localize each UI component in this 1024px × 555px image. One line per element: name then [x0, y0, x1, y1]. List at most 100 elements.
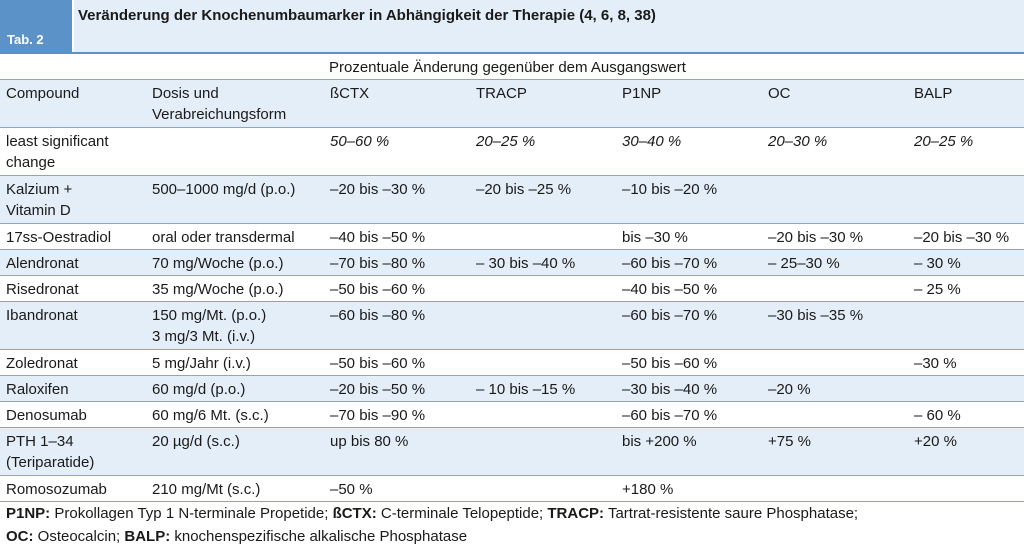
cell-compound: Romosozumab [6, 481, 107, 498]
cell-balp: – 25 % [914, 281, 961, 298]
cell-bctx: ßCTX [330, 85, 370, 102]
cell-p1np: –30 bis –40 % [622, 381, 718, 398]
cell-dosage: 60 mg/d (p.o.) [152, 381, 246, 398]
cell-p1np: –60 bis –70 % [622, 407, 718, 424]
cell-dosage: 150 mg/Mt. (p.o.) 3 mg/3 Mt. (i.v.) [152, 307, 267, 345]
cell-p1np: +180 % [622, 481, 674, 498]
cell-bctx: –50 bis –60 % [330, 355, 426, 372]
table-header: Tab. 2 Veränderung der Knochenumbaumarke… [0, 0, 1024, 54]
cell-bctx: up bis 80 % [330, 433, 409, 450]
cell-balp: +20 % [914, 433, 957, 450]
header-rule [0, 52, 1024, 54]
cell-oc: OC [768, 85, 791, 102]
cell-bctx: –20 bis –30 % [330, 181, 426, 198]
cell-bctx: –60 bis –80 % [330, 307, 426, 324]
cell-oc: –20 bis –30 % [768, 229, 864, 246]
cell-dosage: 20 µg/d (s.c.) [152, 433, 240, 450]
footnote-definition: C-terminale Telopeptide; [376, 505, 548, 522]
title-bar: Veränderung der Knochenumbaumarker in Ab… [74, 0, 1024, 52]
cell-p1np: –60 bis –70 % [622, 307, 718, 324]
cell-p1np: 30–40 % [622, 133, 682, 150]
footnote-abbr: OC: [6, 528, 34, 545]
table-title: Veränderung der Knochenumbaumarker in Ab… [78, 7, 656, 24]
footnote-abbr: P1NP: [6, 505, 51, 522]
span-header: Prozentuale Änderung gegenüber dem Ausga… [329, 59, 686, 76]
cell-compound: Raloxifen [6, 381, 69, 398]
table-row: Kalzium + Vitamin D 500–1000 mg/d (p.o.) –… [0, 176, 1024, 224]
footnote: P1NP: Prokollagen Typ 1 N-terminale Prop… [6, 502, 1016, 548]
cell-tracp: – 10 bis –15 % [476, 381, 576, 398]
footnote-definition: Tartrat-resistente saure Phosphatase; [604, 505, 859, 522]
cell-compound: 17ss-Oestradiol [6, 229, 112, 246]
table-row: Denosumab 60 mg/6 Mt. (s.c.) –70 bis –90 %… [0, 402, 1024, 428]
table-row: Raloxifen 60 mg/d (p.o.) –20 bis –50 % – 10… [0, 376, 1024, 402]
cell-dosage: 500–1000 mg/d (p.o.) [152, 181, 296, 198]
cell-p1np: P1NP [622, 85, 662, 102]
lsc-row: least significant change 50–60 % 20–25 % 30… [0, 128, 1024, 176]
table-row: Risedronat 35 mg/Woche (p.o.) –50 bis –60 … [0, 276, 1024, 302]
cell-p1np: –50 bis –60 % [622, 355, 718, 372]
tab-label: Tab. 2 [7, 32, 44, 47]
cell-compound: Ibandronat [6, 307, 78, 324]
cell-compound: Risedronat [6, 281, 79, 298]
cell-dosage: 210 mg/Mt (s.c.) [152, 481, 261, 498]
table-row: Zoledronat 5 mg/Jahr (i.v.) –50 bis –60 % –… [0, 350, 1024, 376]
cell-dosage: 35 mg/Woche (p.o.) [152, 281, 284, 298]
cell-dosage: 60 mg/6 Mt. (s.c.) [152, 407, 269, 424]
cell-p1np: bis +200 % [622, 433, 697, 450]
table-row: Ibandronat 150 mg/Mt. (p.o.) 3 mg/3 Mt. (… [0, 302, 1024, 350]
cell-p1np: –40 bis –50 % [622, 281, 718, 298]
cell-oc: – 25–30 % [768, 255, 840, 272]
cell-dosage: 5 mg/Jahr (i.v.) [152, 355, 251, 372]
cell-compound: Denosumab [6, 407, 87, 424]
cell-dosage: oral oder transdermal [152, 229, 295, 246]
column-header-row: Compound Dosis und Verabreichungsform ßCTX… [0, 80, 1024, 128]
cell-p1np: –10 bis –20 % [622, 181, 718, 198]
cell-tracp: – 30 bis –40 % [476, 255, 576, 272]
cell-balp: 20–25 % [914, 133, 974, 150]
table-row: Romosozumab 210 mg/Mt (s.c.) –50 % +180 % [0, 476, 1024, 502]
cell-balp: BALP [914, 85, 953, 102]
cell-oc: 20–30 % [768, 133, 828, 150]
span-header-row: Prozentuale Änderung gegenüber dem Ausga… [0, 54, 1024, 80]
cell-oc: –30 bis –35 % [768, 307, 864, 324]
cell-bctx: 50–60 % [330, 133, 390, 150]
tab-badge: Tab. 2 [0, 0, 72, 52]
cell-compound: least significant change [6, 133, 109, 171]
table-row: PTH 1–34 (Teriparatide) 20 µg/d (s.c.) up … [0, 428, 1024, 476]
cell-bctx: –50 % [330, 481, 373, 498]
cell-p1np: –60 bis –70 % [622, 255, 718, 272]
cell-compound: Kalzium + Vitamin D [6, 181, 73, 219]
cell-tracp: 20–25 % [476, 133, 536, 150]
cell-balp: –20 bis –30 % [914, 229, 1010, 246]
cell-bctx: –40 bis –50 % [330, 229, 426, 246]
cell-compound: Alendronat [6, 255, 79, 272]
footnote-line2: OC: Osteocalcin; BALP: knochenspezifisch… [6, 525, 1016, 548]
footnote-abbr: TRACP: [547, 505, 605, 522]
cell-balp: – 60 % [914, 407, 961, 424]
cell-dosage: 70 mg/Woche (p.o.) [152, 255, 284, 272]
cell-dosage: Dosis und Verabreichungsform [152, 85, 287, 123]
cell-bctx: –70 bis –80 % [330, 255, 426, 272]
cell-balp: –30 % [914, 355, 957, 372]
cell-oc: –20 % [768, 381, 811, 398]
cell-balp: – 30 % [914, 255, 961, 272]
table-row: 17ss-Oestradiol oral oder transdermal –40 … [0, 224, 1024, 250]
cell-compound: PTH 1–34 (Teriparatide) [6, 433, 95, 471]
footnote-definition: knochenspezifische alkalische Phosphatas… [170, 528, 468, 545]
table-row: Alendronat 70 mg/Woche (p.o.) –70 bis –80 … [0, 250, 1024, 276]
cell-tracp: –20 bis –25 % [476, 181, 572, 198]
cell-bctx: –20 bis –50 % [330, 381, 426, 398]
footnote-abbr: BALP: [124, 528, 171, 545]
cell-oc: +75 % [768, 433, 811, 450]
footnote-abbr: ßCTX: [332, 505, 377, 522]
cell-compound: Zoledronat [6, 355, 78, 372]
cell-compound: Compound [6, 85, 80, 102]
cell-p1np: bis –30 % [622, 229, 688, 246]
cell-bctx: –70 bis –90 % [330, 407, 426, 424]
footnote-definition: Prokollagen Typ 1 N-terminale Propetide; [50, 505, 333, 522]
footnote-line1: P1NP: Prokollagen Typ 1 N-terminale Prop… [6, 502, 1016, 525]
cell-tracp: TRACP [476, 85, 527, 102]
cell-bctx: –50 bis –60 % [330, 281, 426, 298]
footnote-definition: Osteocalcin; [33, 528, 125, 545]
